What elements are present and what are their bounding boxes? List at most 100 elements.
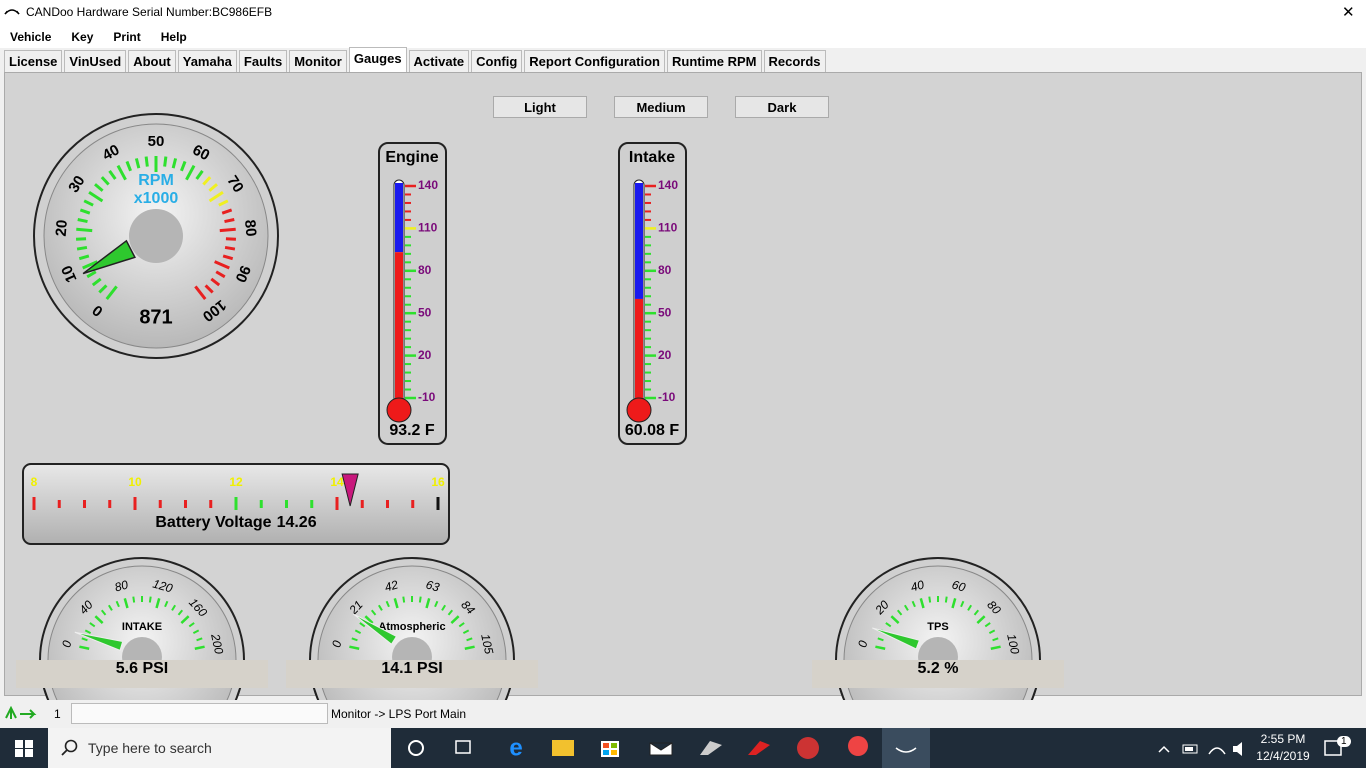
minor-tick <box>215 270 226 279</box>
tick-label: 50 <box>658 305 672 319</box>
minor-tick <box>171 604 177 611</box>
major-tick <box>990 645 1001 650</box>
minor-tick <box>402 596 406 603</box>
minor-tick <box>89 622 96 628</box>
minor-tick <box>222 254 234 261</box>
major-tick <box>76 227 93 233</box>
tab[interactable]: Runtime RPM <box>667 50 762 73</box>
minor-tick <box>960 600 965 608</box>
notification-icon[interactable] <box>1324 739 1346 759</box>
bulb <box>626 397 652 423</box>
title-bar: CANDoo Hardware Serial Number:BC986EFB ✕ <box>0 0 1366 24</box>
clock-time: 2:55 PM <box>1260 732 1306 746</box>
theme-button[interactable]: Light <box>493 96 587 118</box>
minor-tick <box>224 245 236 251</box>
minor-tick <box>434 600 439 608</box>
major-tick <box>364 615 374 624</box>
minor-tick <box>78 254 90 261</box>
minor-tick <box>967 604 973 611</box>
minor-tick <box>418 596 422 603</box>
minor-tick <box>221 208 233 215</box>
readout-box <box>16 660 268 688</box>
tick-label: 0 <box>855 639 870 649</box>
minor-tick <box>100 176 110 186</box>
mercury <box>635 298 643 408</box>
tick-label: 110 <box>418 221 438 235</box>
clock-date: 12/4/2019 <box>1256 749 1310 763</box>
minor-tick <box>973 609 980 616</box>
start-button[interactable] <box>15 740 33 757</box>
minor-tick <box>107 604 113 611</box>
theme-button[interactable]: Medium <box>614 96 708 118</box>
tick-label: 60 <box>950 577 967 594</box>
search-box[interactable]: Type here to search <box>48 728 391 768</box>
close-button[interactable]: ✕ <box>1342 4 1355 21</box>
tick-label: 20 <box>418 348 432 362</box>
major-tick <box>194 645 205 650</box>
menu-item[interactable]: Key <box>71 30 94 44</box>
mercury <box>395 252 403 408</box>
minor-tick <box>81 637 88 642</box>
tick-label: 63 <box>424 577 441 594</box>
svg-text:e: e <box>509 734 522 761</box>
gauge-readout: 5.6 PSI <box>116 660 168 677</box>
major-tick <box>951 598 957 609</box>
thermometer-readout: 60.08 F <box>625 422 679 439</box>
major-tick <box>464 645 475 650</box>
minor-tick <box>196 637 203 642</box>
minor-tick <box>877 637 884 642</box>
minor-tick <box>377 604 383 611</box>
menu-item[interactable]: Print <box>113 30 141 44</box>
minor-tick <box>988 629 996 635</box>
minor-tick <box>218 199 229 207</box>
theme-button[interactable]: Dark <box>735 96 829 118</box>
major-tick <box>976 615 986 624</box>
minor-tick <box>351 637 358 642</box>
major-tick <box>219 227 236 233</box>
tick-label: 110 <box>658 221 678 235</box>
minor-tick <box>944 596 948 603</box>
minor-tick <box>984 622 991 628</box>
tab[interactable]: Records <box>763 50 826 73</box>
tick-label: 42 <box>383 577 400 594</box>
tab[interactable]: Faults <box>238 50 288 73</box>
tab[interactable]: About <box>128 50 176 73</box>
tick-label: 80 <box>241 219 259 237</box>
major-tick <box>208 190 224 203</box>
minor-tick <box>76 245 88 251</box>
tick-label: 40 <box>909 577 926 594</box>
minor-tick <box>125 160 132 172</box>
menu-item[interactable]: Vehicle <box>10 30 52 44</box>
minor-tick <box>385 600 390 608</box>
minor-tick <box>83 199 94 207</box>
major-tick <box>890 615 900 624</box>
readout-box <box>812 660 1064 688</box>
minor-tick <box>188 622 195 628</box>
minor-tick <box>91 277 102 287</box>
minor-tick <box>195 169 204 180</box>
notification-count: 1 <box>1337 736 1351 747</box>
thermometer-readout: 93.2 F <box>389 422 435 439</box>
menu-item[interactable]: Help <box>160 30 187 44</box>
tab[interactable]: Gauges <box>348 47 407 73</box>
tick-label: 50 <box>148 133 165 150</box>
minor-tick <box>202 176 212 186</box>
minor-tick <box>77 218 88 224</box>
thermometer-title: Intake <box>629 149 675 166</box>
status-input[interactable] <box>71 703 328 724</box>
minor-tick <box>466 637 473 642</box>
battery-label: Battery Voltage 14.26 <box>155 514 316 531</box>
minor-tick <box>115 600 120 608</box>
tab[interactable]: Activate <box>408 50 470 73</box>
thermometer-title: Engine <box>385 149 438 166</box>
status-count: 1 <box>54 707 61 721</box>
major-tick <box>214 260 230 270</box>
readout-box <box>286 660 538 688</box>
major-tick <box>180 615 190 624</box>
needle <box>82 239 136 275</box>
tube-empty <box>395 183 403 253</box>
app-icon <box>4 9 20 15</box>
minor-tick <box>224 218 235 224</box>
minor-tick <box>171 158 178 169</box>
tab[interactable]: Yamaha <box>177 50 237 73</box>
